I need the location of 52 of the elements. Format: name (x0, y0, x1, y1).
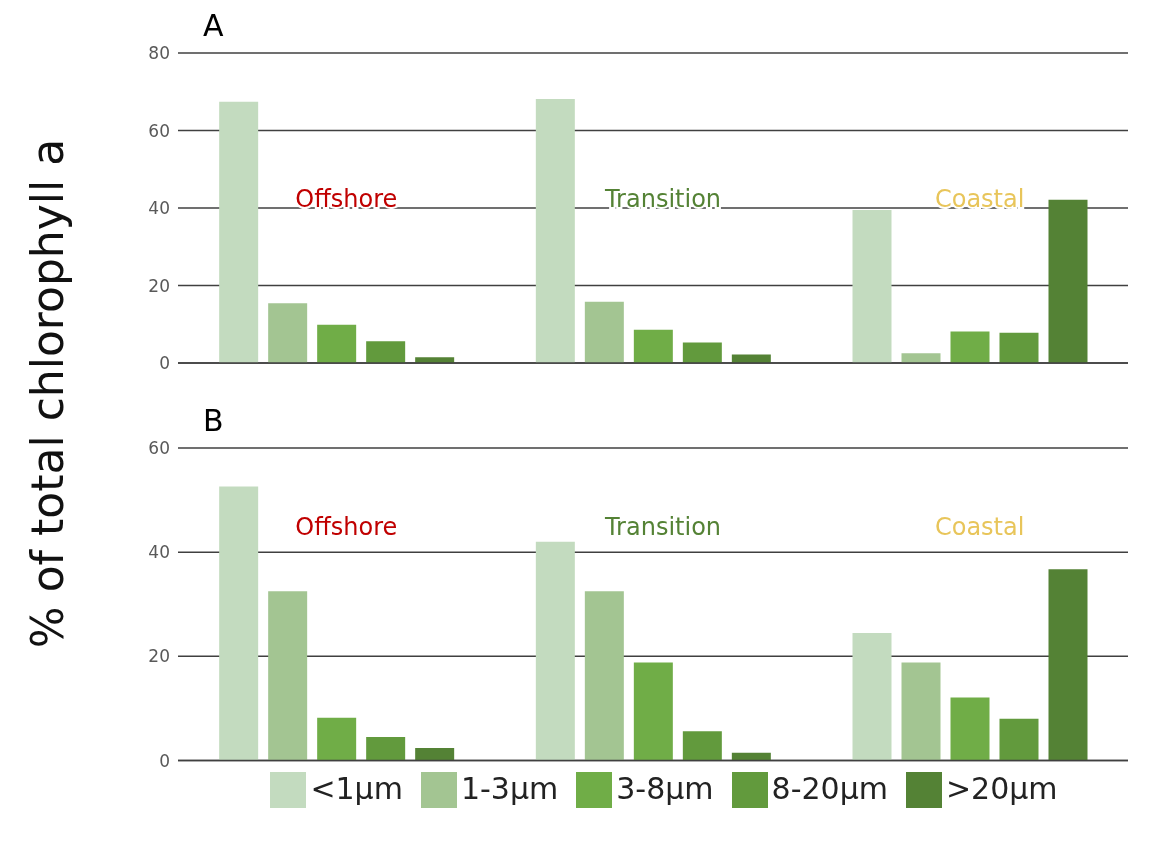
bar (219, 486, 259, 761)
bar (852, 632, 892, 761)
chart-title: B (203, 403, 224, 438)
bar (584, 591, 624, 761)
bar (950, 331, 990, 363)
legend-label: 1-3µm (460, 770, 559, 806)
legend-label: >20µm (945, 770, 1058, 806)
bar (268, 591, 308, 761)
bar (1048, 199, 1088, 363)
bar (852, 209, 892, 363)
x-tick-label: Transition (603, 184, 722, 213)
bar (999, 332, 1039, 363)
bar (950, 697, 990, 761)
legend-label: 3-8µm (616, 770, 714, 806)
bar (268, 303, 308, 363)
chart-title: A (203, 8, 224, 43)
bar (901, 353, 941, 363)
bar (366, 341, 406, 363)
y-tick-label: 40 (148, 198, 170, 219)
bar (219, 101, 259, 363)
bar (633, 329, 673, 363)
x-tick-label: Offshore (295, 184, 398, 213)
legend-label: <1µm (310, 770, 403, 806)
bar (1048, 569, 1088, 761)
y-tick-label: 60 (148, 438, 170, 459)
bar (366, 737, 406, 761)
bar (682, 731, 722, 761)
bar (633, 662, 673, 761)
x-tick-label: Coastal (934, 512, 1025, 541)
bar (999, 718, 1039, 761)
y-tick-label: 80 (148, 43, 170, 64)
bar (901, 662, 941, 761)
y-tick-label: 0 (159, 353, 170, 374)
y-axis-title: % of total chlorophyll a (22, 138, 74, 648)
bar (535, 541, 575, 761)
bar (535, 99, 575, 363)
x-tick-label: Transition (603, 512, 722, 541)
x-tick-label: Offshore (295, 512, 398, 541)
y-tick-label: 20 (148, 646, 170, 667)
bar (317, 324, 357, 363)
legend-label: 8-20µm (771, 770, 888, 806)
bar (682, 342, 722, 363)
bar (731, 354, 771, 363)
bar (317, 717, 357, 761)
bar (731, 752, 771, 761)
bar (584, 301, 624, 363)
y-tick-label: 0 (159, 750, 170, 771)
y-tick-label: 60 (148, 120, 170, 141)
y-tick-label: 20 (148, 275, 170, 296)
bar (415, 748, 455, 761)
y-tick-label: 40 (148, 542, 170, 563)
x-tick-label: Coastal (934, 184, 1025, 213)
